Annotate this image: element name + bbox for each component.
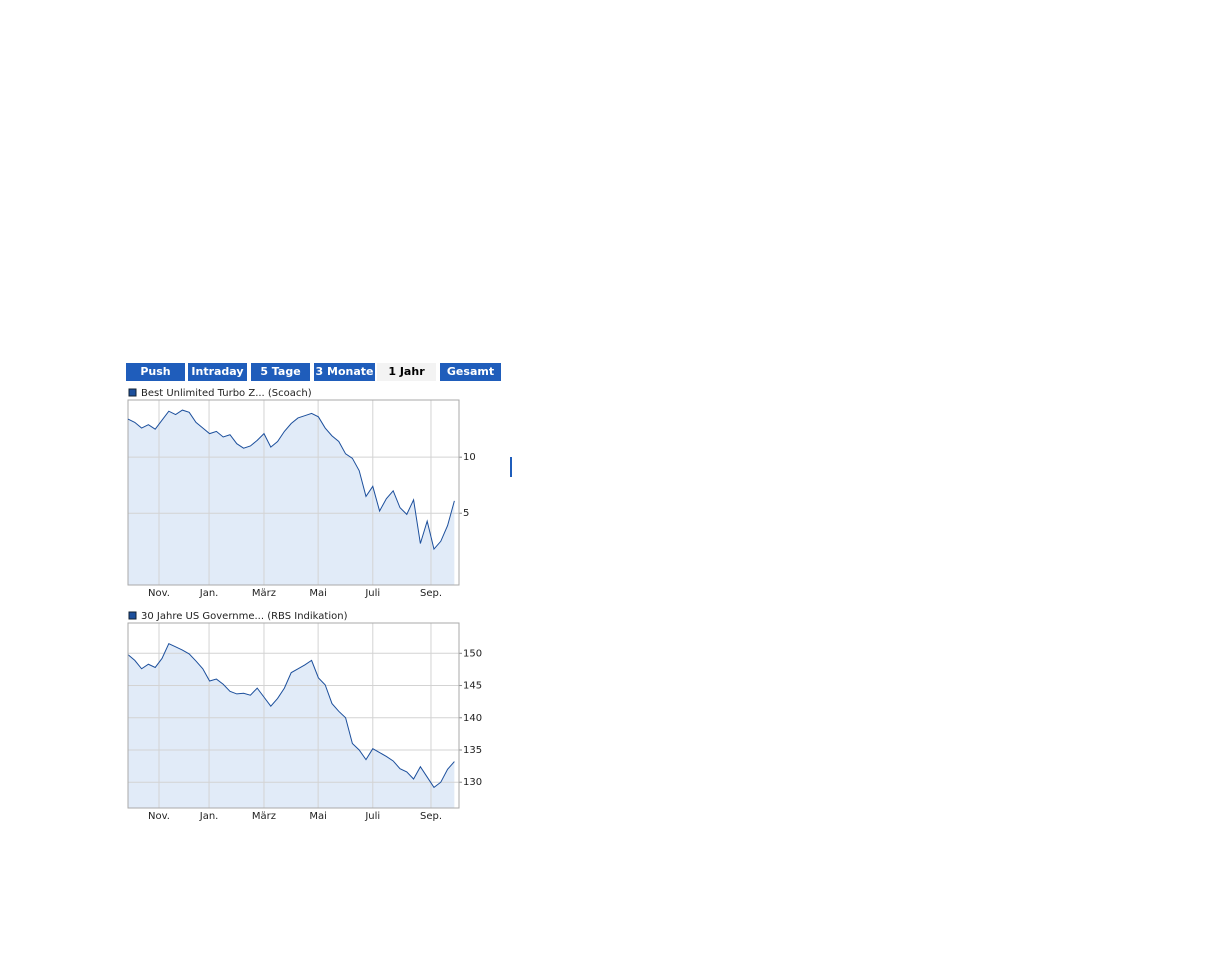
x-tick-label: Juli xyxy=(364,588,380,599)
plot-border xyxy=(127,399,460,586)
legend-label: 30 Jahre US Governme... (RBS Indikation) xyxy=(141,611,348,622)
legend-label: Best Unlimited Turbo Z... (Scoach) xyxy=(141,388,312,399)
tab-active[interactable]: 1 Jahr xyxy=(377,363,436,381)
x-tick-label: März xyxy=(252,811,276,822)
x-tick-label: Nov. xyxy=(148,811,170,822)
tab[interactable]: 3 Monate xyxy=(314,363,375,381)
tab[interactable]: Push xyxy=(126,363,185,381)
x-tick-label: Jan. xyxy=(199,588,219,599)
tab[interactable]: Intraday xyxy=(188,363,247,381)
x-tick-label: Jan. xyxy=(199,811,219,822)
legend-swatch xyxy=(128,388,137,397)
x-tick-label: Mai xyxy=(309,811,327,822)
edge-artifact xyxy=(510,457,512,477)
x-tick-label: Sep. xyxy=(420,811,442,822)
y-tick-label: 140 xyxy=(463,713,482,724)
line xyxy=(127,409,455,551)
y-tick-label: 135 xyxy=(463,745,482,756)
x-tick-label: Sep. xyxy=(420,588,442,599)
tab[interactable]: Gesamt xyxy=(440,363,501,381)
y-tick-label: 5 xyxy=(463,508,469,519)
y-tick-label: 10 xyxy=(463,452,476,463)
x-tick-label: März xyxy=(252,588,276,599)
y-tick-label: 145 xyxy=(463,681,482,692)
plot-border xyxy=(127,622,460,809)
legend-swatch xyxy=(128,611,137,620)
y-tick-label: 150 xyxy=(463,648,482,659)
y-tick-label: 130 xyxy=(463,777,482,788)
x-tick-label: Mai xyxy=(309,588,327,599)
x-tick-label: Nov. xyxy=(148,588,170,599)
tab[interactable]: 5 Tage xyxy=(251,363,310,381)
x-tick-label: Juli xyxy=(364,811,380,822)
line xyxy=(127,642,455,789)
